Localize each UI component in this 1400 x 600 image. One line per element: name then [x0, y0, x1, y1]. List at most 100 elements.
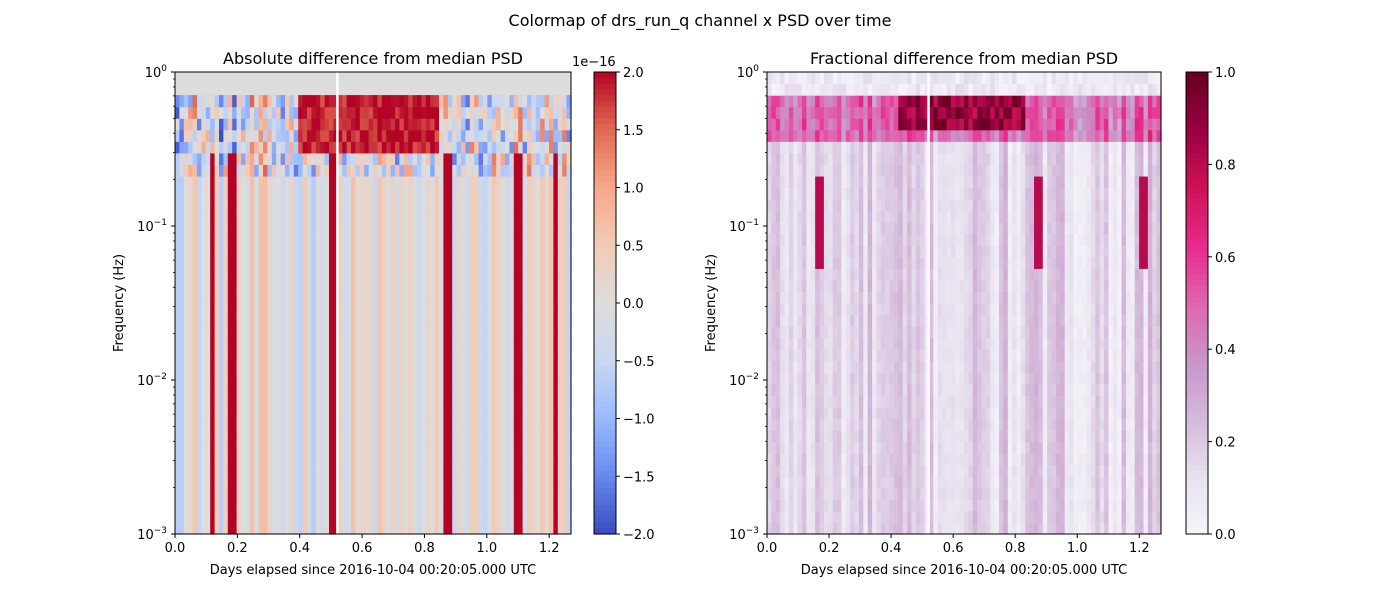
- colorbar-swatch: [594, 262, 616, 269]
- heatmap-cell: [258, 314, 264, 327]
- heatmap-cell: [837, 187, 843, 200]
- heatmap-cell: [823, 337, 829, 350]
- heatmap-cell: [447, 337, 453, 350]
- heatmap-cell: [302, 383, 308, 396]
- heatmap-cell: [819, 72, 825, 85]
- heatmap-cell: [183, 360, 189, 373]
- heatmap-cell: [192, 464, 198, 477]
- heatmap-cell: [271, 303, 277, 316]
- heatmap-cell: [915, 164, 921, 177]
- heatmap-cell: [315, 326, 321, 339]
- heatmap-cell: [893, 522, 899, 535]
- heatmap-cell: [324, 95, 330, 108]
- heatmap-cell: [880, 464, 886, 477]
- heatmap-cell: [333, 164, 339, 177]
- heatmap-cell: [417, 499, 422, 512]
- heatmap-cell: [390, 175, 396, 189]
- heatmap-cell: [311, 418, 317, 431]
- heatmap-cell: [399, 129, 405, 142]
- heatmap-cell: [872, 510, 878, 524]
- heatmap-cell: [175, 372, 180, 385]
- heatmap-cell: [513, 441, 519, 454]
- heatmap-cell: [767, 199, 772, 212]
- heatmap-cell: [192, 453, 198, 466]
- heatmap-cell: [566, 233, 572, 246]
- heatmap-cell: [434, 337, 440, 350]
- heatmap-cell: [513, 360, 519, 373]
- heatmap-cell: [236, 314, 242, 327]
- heatmap-cell: [179, 314, 185, 327]
- heatmap-cell: [845, 279, 851, 293]
- heatmap-cell: [793, 83, 799, 96]
- heatmap-cell: [461, 372, 466, 385]
- heatmap-cell: [417, 199, 422, 212]
- heatmap-cell: [911, 199, 917, 212]
- heatmap-cell: [465, 222, 471, 235]
- heatmap-cell: [192, 118, 198, 131]
- heatmap-cell: [907, 499, 913, 512]
- heatmap-cell: [381, 522, 387, 535]
- heatmap-cell: [797, 164, 803, 177]
- heatmap-cell: [553, 303, 559, 316]
- heatmap-cell: [535, 510, 541, 524]
- heatmap-cell: [447, 464, 453, 477]
- heatmap-cell: [527, 372, 532, 385]
- heatmap-cell: [841, 268, 847, 281]
- heatmap-cell: [192, 106, 198, 119]
- heatmap-cell: [483, 522, 488, 535]
- heatmap-cell: [491, 152, 497, 165]
- heatmap-cell: [549, 245, 554, 258]
- heatmap-cell: [810, 187, 816, 200]
- heatmap-cell: [245, 441, 251, 454]
- heatmap-cell: [293, 522, 299, 535]
- heatmap-cell: [828, 291, 834, 304]
- heatmap-cell: [832, 106, 838, 119]
- heatmap-cell: [192, 314, 198, 327]
- heatmap-cell: [828, 453, 834, 466]
- heatmap-cell: [810, 406, 816, 420]
- colorbar-swatch: [594, 216, 616, 223]
- heatmap-cell: [368, 233, 374, 246]
- heatmap-cell: [867, 95, 873, 108]
- heatmap-cell: [351, 291, 356, 304]
- heatmap-cell: [509, 453, 515, 466]
- heatmap-cell: [788, 210, 794, 223]
- heatmap-cell: [806, 175, 812, 189]
- heatmap-cell: [232, 129, 238, 142]
- heatmap-cell: [915, 279, 921, 293]
- heatmap-cell: [867, 499, 873, 512]
- heatmap-cell: [806, 268, 812, 281]
- heatmap-cell: [219, 510, 224, 524]
- heatmap-cell: [214, 291, 220, 304]
- heatmap-cell: [258, 510, 264, 524]
- heatmap-cell: [828, 337, 834, 350]
- heatmap-cell: [381, 95, 387, 108]
- heatmap-cell: [837, 372, 843, 385]
- heatmap-cell: [210, 187, 216, 200]
- heatmap-cell: [902, 337, 908, 350]
- heatmap-cell: [872, 83, 878, 96]
- heatmap-cell: [527, 430, 532, 443]
- heatmap-cell: [915, 499, 921, 512]
- heatmap-cell: [461, 395, 466, 408]
- heatmap-cell: [863, 372, 869, 385]
- heatmap-cell: [359, 372, 365, 385]
- heatmap-cell: [381, 303, 387, 316]
- heatmap-cell: [771, 337, 777, 350]
- heatmap-cell: [368, 95, 374, 108]
- heatmap-cell: [828, 268, 834, 281]
- heatmap-cell: [920, 314, 926, 327]
- heatmap-cell: [509, 95, 515, 108]
- heatmap-cell: [806, 291, 812, 304]
- heatmap-cell: [876, 510, 882, 524]
- heatmap-cell: [390, 510, 396, 524]
- heatmap-cell: [858, 395, 864, 408]
- heatmap-cell: [797, 326, 803, 339]
- heatmap-cell: [368, 210, 374, 223]
- heatmap-cell: [806, 464, 812, 477]
- heatmap-cell: [562, 279, 568, 293]
- heatmap-cell: [474, 268, 480, 281]
- heatmap-cell: [522, 175, 528, 189]
- heatmap-cell: [399, 453, 405, 466]
- heatmap-cell: [399, 522, 405, 535]
